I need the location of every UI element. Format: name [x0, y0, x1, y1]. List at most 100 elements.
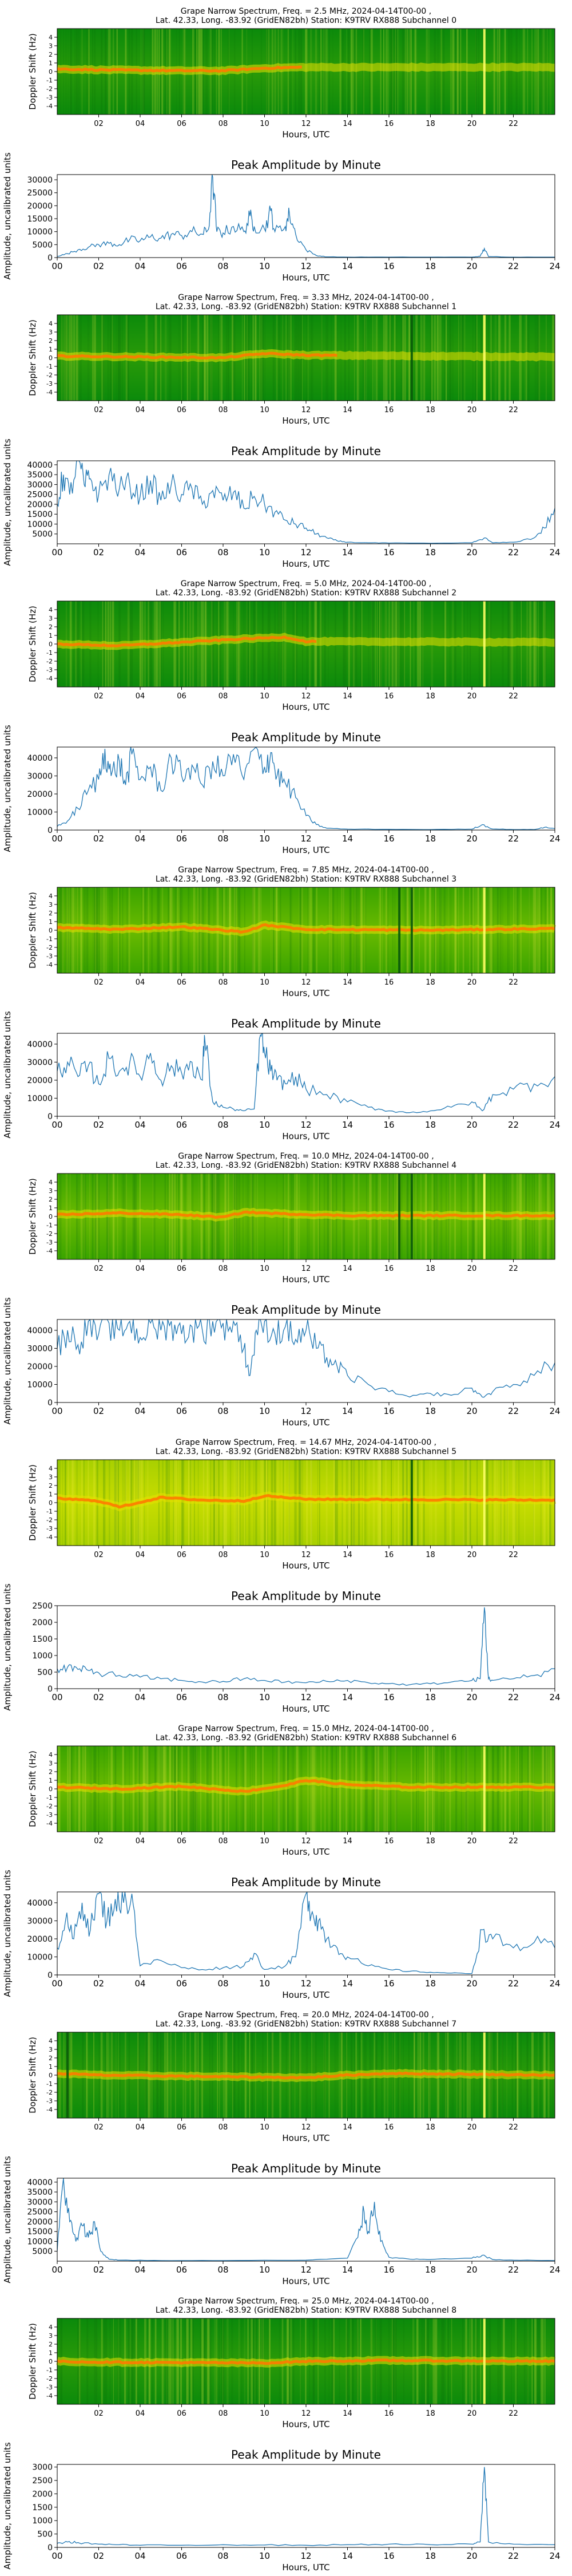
amplitude-x-tick-label: 14: [342, 1692, 353, 1702]
spectrum-texture-stripe: [390, 29, 393, 114]
spectrum-texture-stripe: [273, 1460, 275, 1546]
amplitude-x-tick-label: 08: [217, 1406, 228, 1416]
spectrogram-panel-4: Grape Narrow Spectrum, Freq. = 10.0 MHz,…: [27, 1152, 556, 1285]
spectrum-title-line1: Grape Narrow Spectrum, Freq. = 2.5 MHz, …: [181, 7, 431, 16]
spectrum-vertical-line: [483, 887, 486, 973]
spectrum-x-tick-label: 22: [509, 406, 518, 414]
spectrum-x-tick-label: 06: [177, 2123, 186, 2132]
spectrum-title-line1: Grape Narrow Spectrum, Freq. = 7.85 MHz,…: [178, 866, 434, 875]
amplitude-x-tick-label: 12: [300, 2551, 311, 2561]
spectrum-y-tick-label: -2: [46, 944, 53, 951]
spectrum-texture-stripe: [236, 601, 238, 687]
spectrum-y-tick-label: 4: [49, 34, 53, 41]
amplitude-title: Peak Amplitude by Minute: [231, 2162, 381, 2175]
spectrum-x-tick-label: 18: [426, 1551, 435, 1559]
amplitude-x-tick-label: 02: [93, 2265, 104, 2275]
spectrum-texture-stripe: [396, 29, 398, 114]
spectrum-y-tick-label: -3: [46, 1239, 53, 1246]
spectrum-x-tick-label: 20: [467, 1551, 477, 1559]
spectrum-texture-stripe: [281, 601, 284, 687]
spectrum-y-tick-label: 1: [49, 918, 53, 926]
spectrum-x-tick-label: 02: [94, 692, 104, 701]
amplitude-x-tick-label: 00: [51, 1406, 62, 1416]
amplitude-x-tick-label: 24: [549, 261, 560, 271]
amplitude-y-tick-label: 40000: [27, 1899, 53, 1908]
spectrum-texture-stripe: [255, 601, 257, 687]
spectrum-x-tick-label: 16: [384, 2123, 394, 2132]
spectrum-x-tick-label: 14: [343, 1837, 352, 1846]
spectrogram-panel-5: Grape Narrow Spectrum, Freq. = 14.67 MHz…: [27, 1438, 557, 1571]
spectrum-y-label: Doppler Shift (Hz): [27, 892, 38, 969]
spectrum-y-tick-label: -1: [46, 1508, 53, 1515]
spectrum-vertical-line: [410, 1174, 413, 1259]
spectrum-x-label: Hours, UTC: [282, 1274, 329, 1285]
spectrum-texture-stripe: [267, 1460, 268, 1546]
spectrum-x-tick-label: 02: [94, 1551, 104, 1559]
spectrum-y-tick-label: -3: [46, 953, 53, 960]
amplitude-x-tick-label: 16: [383, 1978, 394, 1989]
amplitude-x-tick-label: 08: [217, 1692, 228, 1702]
spectrum-x-tick-label: 12: [301, 406, 311, 414]
spectrum-texture-stripe: [386, 29, 387, 114]
spectrum-x-tick-label: 12: [301, 692, 311, 701]
spectrum-x-label: Hours, UTC: [282, 1847, 329, 1857]
spectrum-texture-stripe: [295, 601, 296, 687]
amplitude-panel-8: Peak Amplitude by Minute 00 02 04 06 08 10 12 14…: [2, 2442, 561, 2573]
spectrogram-panel-2: Grape Narrow Spectrum, Freq. = 5.0 MHz, …: [27, 579, 556, 712]
amplitude-y-tick-label: 40000: [27, 1326, 53, 1336]
spectrum-texture-stripe: [458, 29, 459, 114]
spectrum-y-tick-label: 2: [49, 1482, 53, 1490]
amplitude-x-tick-label: 12: [300, 1120, 311, 1130]
spectrum-x-tick-label: 22: [509, 2123, 518, 2132]
spectrum-y-tick-label: -4: [46, 675, 53, 682]
amplitude-y-tick-label: 30000: [27, 1058, 53, 1067]
spectrum-y-tick-label: 4: [49, 2037, 53, 2045]
spectrum-title-line2: Lat. 42.33, Long. -83.92 (GridEN82bh) St…: [156, 1161, 456, 1170]
spectrum-texture-stripe: [274, 601, 276, 687]
spectrum-texture-stripe: [450, 29, 451, 114]
spectrum-y-tick-label: 4: [49, 1465, 53, 1472]
spectrum-texture-stripe: [281, 601, 283, 687]
spectrum-y-tick-label: 2: [49, 623, 53, 631]
spectrum-texture-stripe: [452, 29, 454, 114]
spectrum-y-tick-label: 3: [49, 1760, 53, 1767]
spectrum-texture-stripe: [176, 1460, 177, 1546]
amplitude-series-line: [57, 2467, 555, 2546]
amplitude-x-tick-label: 12: [300, 833, 311, 844]
amplitude-y-tick-label: 10000: [27, 2237, 53, 2246]
spectrum-x-tick-label: 08: [219, 1837, 228, 1846]
spectrum-y-tick-label: 0: [49, 1499, 53, 1507]
spectrum-trace-core: [57, 1210, 555, 1219]
spectrum-x-tick-label: 20: [467, 692, 477, 701]
amplitude-x-tick-label: 16: [383, 1406, 394, 1416]
amplitude-y-tick-label: 0: [47, 1398, 53, 1408]
amplitude-x-tick-label: 24: [549, 1406, 560, 1416]
spectrum-texture-stripe: [440, 29, 442, 114]
spectrum-y-tick-label: 4: [49, 320, 53, 327]
amplitude-y-tick-label: 500: [37, 1668, 53, 1677]
spectrum-x-tick-label: 04: [136, 1265, 145, 1273]
amplitude-x-tick-label: 08: [217, 261, 228, 271]
amplitude-x-tick-label: 10: [259, 2265, 270, 2275]
amplitude-x-tick-label: 22: [508, 261, 519, 271]
spectrum-texture-stripe: [395, 29, 396, 114]
spectrum-title-line2: Lat. 42.33, Long. -83.92 (GridEN82bh) St…: [156, 1733, 456, 1743]
spectrum-texture-stripe: [289, 29, 292, 114]
amplitude-y-tick-label: 20000: [27, 500, 53, 509]
spectrum-x-tick-label: 20: [467, 2409, 477, 2418]
spectrum-y-tick-label: 1: [49, 2349, 53, 2357]
amplitude-x-tick-label: 10: [259, 1978, 270, 1989]
spectrum-texture-stripe: [369, 29, 371, 114]
spectrum-x-tick-label: 04: [136, 1837, 145, 1846]
spectrum-vertical-line: [410, 887, 413, 973]
spectrum-x-label: Hours, UTC: [282, 1560, 329, 1571]
spectrum-texture-stripe: [397, 29, 399, 114]
spectrum-texture-stripe: [409, 29, 411, 114]
spectrum-x-tick-label: 06: [177, 1837, 186, 1846]
spectrum-texture-stripe: [158, 1460, 160, 1546]
amplitude-y-tick-label: 0: [47, 826, 53, 835]
spectrum-texture-stripe: [405, 29, 407, 114]
amplitude-x-tick-label: 02: [93, 1692, 104, 1702]
spectrum-texture-stripe: [324, 29, 326, 114]
spectrum-y-tick-label: -2: [46, 1803, 53, 1810]
